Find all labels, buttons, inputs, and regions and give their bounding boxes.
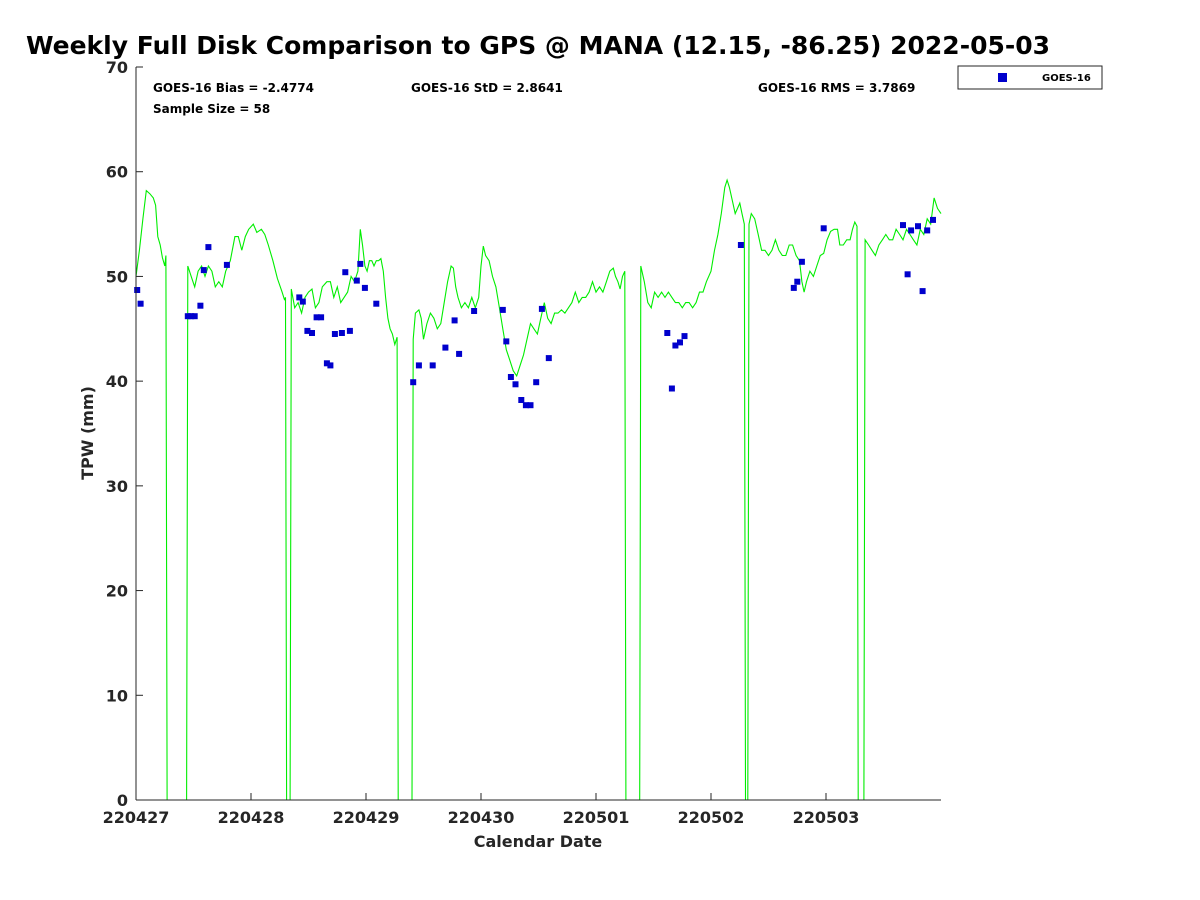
plot-area xyxy=(136,67,941,800)
y-axis-label: TPW (mm) xyxy=(78,386,97,480)
goes-16-point xyxy=(323,360,330,367)
goes-16-point xyxy=(353,277,360,284)
x-axis-label: Calendar Date xyxy=(474,832,603,851)
goes-16-point xyxy=(357,260,364,267)
goes-16-point xyxy=(798,258,805,265)
goes-16-point xyxy=(197,302,204,309)
goes-16-point xyxy=(313,314,320,321)
goes-16-point xyxy=(545,355,552,362)
goes-16-point xyxy=(471,308,478,314)
x-tick-label: 220428 xyxy=(218,808,285,827)
x-axis-ticks: 220427 220428 220429 220430 220501 220502 2205… xyxy=(103,793,860,827)
y-tick-label: 30 xyxy=(106,477,128,496)
goes-16-point xyxy=(188,313,195,320)
goes-16-point xyxy=(456,350,463,357)
goes-16-point xyxy=(342,269,349,276)
x-tick-label: 220430 xyxy=(448,808,515,827)
goes-16-point xyxy=(919,288,926,295)
goes-16-markers xyxy=(134,216,936,409)
goes-16-point xyxy=(318,314,325,321)
goes-16-point xyxy=(373,300,380,307)
goes-16-point xyxy=(134,287,141,293)
goes-16-point xyxy=(205,244,212,251)
goes-16-point xyxy=(184,313,191,320)
rms-stat: GOES-16 RMS = 3.7869 xyxy=(758,81,915,95)
goes-16-point xyxy=(499,306,506,313)
bias-stat: GOES-16 Bias = -2.4774 xyxy=(153,81,314,95)
goes-16-point xyxy=(522,402,529,409)
x-tick-label: 220427 xyxy=(103,808,170,827)
gps-series-line xyxy=(135,178,942,801)
legend-marker-goes-16 xyxy=(998,73,1007,82)
legend-box xyxy=(957,65,1103,90)
y-tick-label: 70 xyxy=(106,58,128,77)
goes-16-point xyxy=(507,374,514,380)
goes-16-point xyxy=(527,402,534,409)
goes-16-point xyxy=(410,379,417,386)
y-tick-label: 0 xyxy=(117,791,128,810)
goes-16-point xyxy=(451,317,458,324)
goes-16-point xyxy=(538,305,545,312)
x-tick-label: 220429 xyxy=(333,808,400,827)
goes-16-point xyxy=(794,278,801,285)
goes-16-point xyxy=(200,267,207,274)
y-tick-label: 10 xyxy=(106,686,128,705)
y-tick-label: 60 xyxy=(106,163,128,182)
goes-16-point xyxy=(361,284,368,291)
goes-16-point xyxy=(512,381,519,388)
goes-16-point xyxy=(915,223,921,230)
goes-16-point xyxy=(223,261,230,268)
plot-background xyxy=(136,67,941,800)
goes-16-point xyxy=(790,284,797,291)
y-tick-label: 40 xyxy=(106,372,128,391)
goes-16-point xyxy=(904,271,911,278)
goes-16-point xyxy=(908,227,915,234)
goes-16-point xyxy=(299,298,306,305)
goes-16-point xyxy=(191,313,198,320)
goes-16-point xyxy=(664,330,671,336)
goes-16-point xyxy=(672,342,679,349)
goes-16-point xyxy=(346,327,353,334)
goes-16-point xyxy=(518,397,525,403)
y-axis-ticks: 0 10 20 30 40 50 60 70 xyxy=(106,58,143,810)
legend: GOES-16 xyxy=(957,65,1103,90)
goes-16-point xyxy=(415,362,422,369)
goes-16-point xyxy=(338,330,345,336)
goes-16-point xyxy=(533,379,540,386)
goes-16-point xyxy=(900,222,906,229)
goes-16-point xyxy=(668,385,675,392)
chart-title: Weekly Full Disk Comparison to GPS @ MAN… xyxy=(26,31,1050,60)
goes-16-point xyxy=(429,362,436,369)
goes-16-point xyxy=(327,362,334,369)
y-tick-label: 50 xyxy=(106,267,128,286)
y-tick-label: 20 xyxy=(106,582,128,601)
legend-label-goes-16: GOES-16 xyxy=(1042,73,1091,84)
goes-16-point xyxy=(309,330,315,336)
goes-16-point xyxy=(924,227,931,234)
goes-16-point xyxy=(681,333,688,340)
goes-16-point xyxy=(820,225,827,232)
goes-16-point xyxy=(677,339,683,346)
sample-size-stat: Sample Size = 58 xyxy=(153,102,270,116)
x-tick-label: 220502 xyxy=(678,808,745,827)
goes-16-point xyxy=(137,300,144,307)
goes-16-point xyxy=(930,216,936,223)
x-tick-label: 220503 xyxy=(793,808,860,827)
goes-16-point xyxy=(296,294,303,301)
goes-16-point xyxy=(737,242,744,248)
goes-16-point xyxy=(331,331,338,337)
std-stat: GOES-16 StD = 2.8641 xyxy=(411,81,563,95)
goes-16-point xyxy=(503,338,510,345)
goes-16-point xyxy=(442,344,449,351)
goes-16-point xyxy=(304,327,311,334)
x-tick-label: 220501 xyxy=(563,808,630,827)
